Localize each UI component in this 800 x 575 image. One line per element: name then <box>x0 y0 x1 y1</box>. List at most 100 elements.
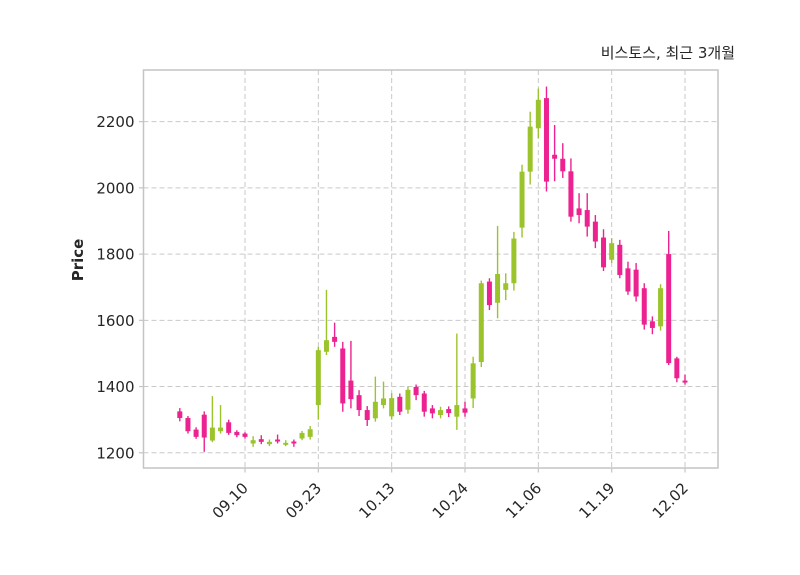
candles <box>177 86 688 452</box>
candle-down <box>332 322 338 347</box>
candle-down <box>543 86 549 192</box>
candle-body <box>462 408 468 413</box>
candle-down <box>568 158 574 222</box>
candle-body <box>633 269 639 297</box>
candle-body <box>560 158 566 172</box>
candle-up <box>283 440 289 447</box>
candle-down <box>177 408 183 422</box>
candle-up <box>389 393 395 420</box>
x-tick-label: 10.13 <box>355 479 398 522</box>
candle-body <box>193 429 199 437</box>
candle-down <box>356 390 362 417</box>
candle-body <box>601 237 607 268</box>
candle-up <box>299 430 305 441</box>
candle-down <box>421 390 427 417</box>
candle-down <box>348 340 354 409</box>
candle-body <box>519 171 525 228</box>
chart-title: 비스토스, 최근 3개월 <box>600 44 735 62</box>
candle-body <box>397 396 403 412</box>
candle-down <box>193 427 199 439</box>
candle-body <box>421 393 427 412</box>
candle-up <box>405 386 411 414</box>
candle-body <box>323 340 329 352</box>
candle-body <box>584 210 590 227</box>
candle-up <box>218 405 224 434</box>
candle-down <box>462 401 468 417</box>
candle-up <box>503 273 509 301</box>
x-grid-and-ticks: 09.10 09.23 10.13 10.24 11.06 11.19 12.02 <box>209 70 692 522</box>
candle-body <box>486 281 492 306</box>
candle-body <box>674 358 680 379</box>
candle-body <box>625 268 631 292</box>
candle-up <box>511 231 517 291</box>
candle-up <box>454 333 460 430</box>
candle-body <box>201 414 207 438</box>
candle-body <box>495 273 501 303</box>
candle-body <box>226 422 232 433</box>
candle-body <box>478 283 484 363</box>
candle-down <box>340 341 346 412</box>
candle-body <box>649 321 655 328</box>
candle-body <box>372 401 378 419</box>
candle-body <box>291 441 297 444</box>
candle-body <box>275 439 281 442</box>
candle-body <box>185 418 191 432</box>
y-tick-label: 2200 <box>96 113 134 131</box>
candle-up <box>315 346 321 420</box>
candle-body <box>552 154 558 159</box>
candle-body <box>576 208 582 216</box>
candle-body <box>332 336 338 342</box>
candle-body <box>568 171 574 217</box>
candle-down <box>201 411 207 452</box>
candle-up <box>478 280 484 368</box>
candle-down <box>397 393 403 416</box>
y-axis-label: Price <box>69 238 87 282</box>
candle-body <box>666 254 672 364</box>
candle-body <box>511 238 517 284</box>
candle-body <box>299 432 305 439</box>
candle-body <box>389 398 395 417</box>
candle-down <box>226 419 232 435</box>
candle-up <box>609 238 615 264</box>
candle-down <box>552 124 558 182</box>
candle-body <box>177 411 183 419</box>
candle-body <box>527 126 533 172</box>
candle-down <box>592 215 598 249</box>
candle-down <box>258 435 264 445</box>
candle-down <box>185 416 191 434</box>
candle-body <box>470 363 476 399</box>
candle-body <box>307 429 313 437</box>
candle-down <box>446 406 452 418</box>
candle-body <box>340 348 346 404</box>
y-tick-label: 1400 <box>96 378 134 396</box>
plot-border <box>142 69 719 469</box>
x-tick-label: 12.02 <box>649 479 692 522</box>
candle-up <box>307 425 313 440</box>
candle-down <box>242 432 248 439</box>
candle-up <box>470 356 476 409</box>
candle-body <box>209 427 215 441</box>
candle-body <box>658 288 664 327</box>
candle-down <box>617 239 623 279</box>
candle-down <box>649 316 655 335</box>
x-tick-label: 09.23 <box>282 479 325 522</box>
candle-body <box>503 283 509 290</box>
candle-body <box>218 427 224 432</box>
candle-down <box>576 193 582 224</box>
candle-body <box>364 410 370 420</box>
candle-down <box>291 439 297 447</box>
x-tick-label: 11.06 <box>502 479 545 522</box>
candle-body <box>381 398 387 406</box>
candle-body <box>535 99 541 129</box>
candle-up <box>381 381 387 409</box>
candle-up <box>527 111 533 185</box>
candle-body <box>250 440 256 444</box>
candle-body <box>543 98 549 182</box>
candle-up <box>266 439 272 447</box>
candle-body <box>438 410 444 416</box>
candle-up <box>519 164 525 238</box>
candle-body <box>454 405 460 417</box>
candle-body <box>348 380 354 400</box>
